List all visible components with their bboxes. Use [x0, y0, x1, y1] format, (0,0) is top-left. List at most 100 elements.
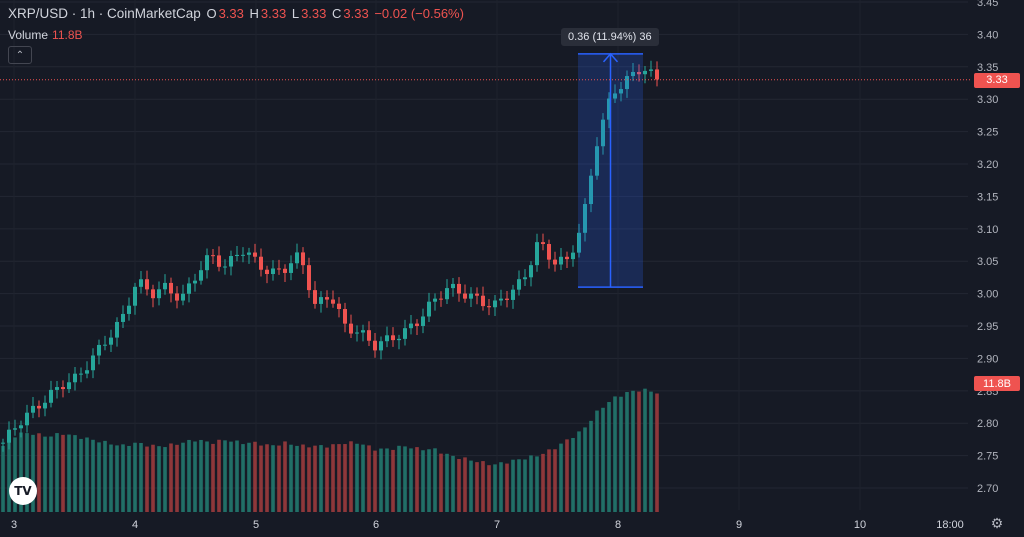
volume-bar: [631, 390, 635, 512]
candle-body: [355, 332, 359, 334]
volume-bar: [151, 444, 155, 512]
volume-bar: [187, 439, 191, 512]
volume-bar: [7, 439, 11, 512]
volume-bar: [475, 462, 479, 512]
volume-bar: [601, 407, 605, 512]
candle-body: [451, 283, 455, 289]
volume-label[interactable]: Volume: [8, 28, 49, 42]
candle-body: [79, 373, 83, 375]
volume-bar: [643, 388, 647, 512]
volume-bar: [115, 445, 119, 512]
candle-body: [649, 69, 653, 71]
candle-body: [151, 289, 155, 299]
volume-bar: [337, 444, 341, 512]
volume-bar: [397, 445, 401, 512]
volume-bar: [511, 459, 515, 512]
volume-bar: [31, 434, 35, 512]
volume-tag: 11.8B: [974, 376, 1020, 391]
volume-bar: [379, 448, 383, 512]
volume-bar: [547, 449, 551, 512]
volume-bar: [571, 437, 575, 512]
volume-bar: [19, 432, 23, 512]
volume-bar: [181, 442, 185, 512]
symbol-title[interactable]: XRP/USD · 1h · CoinMarketCap: [8, 6, 201, 21]
volume-bar: [607, 402, 611, 512]
candle-body: [157, 289, 161, 299]
y-tick-label: 2.80: [977, 418, 998, 430]
volume-bar: [493, 464, 497, 512]
volume-bar: [655, 393, 659, 512]
candle-body: [433, 298, 437, 302]
volume-bar: [91, 439, 95, 512]
volume-bar: [223, 440, 227, 512]
candle-body: [253, 252, 257, 257]
tradingview-logo-icon[interactable]: TV: [9, 477, 37, 505]
candle-body: [121, 313, 125, 322]
volume-bar: [103, 440, 107, 512]
symbol-legend: XRP/USD · 1h · CoinMarketCap O 3.33 H 3.33…: [8, 6, 466, 21]
candle-body: [409, 323, 413, 329]
gear-icon[interactable]: ⚙: [990, 514, 1004, 531]
candle-body: [655, 69, 659, 80]
candle-body: [127, 305, 131, 314]
candle-body: [469, 293, 473, 299]
candle-body: [217, 255, 221, 267]
volume-legend: Volume 11.8B: [8, 28, 83, 42]
volume-bar: [619, 396, 623, 512]
volume-bar: [319, 445, 323, 512]
volume-bar: [85, 437, 89, 512]
candle-body: [589, 175, 593, 205]
volume-bar: [343, 444, 347, 512]
volume-bar: [409, 448, 413, 512]
candle-body: [379, 341, 383, 351]
open-label: O: [206, 6, 217, 21]
high-label: H: [249, 6, 259, 21]
candle-body: [343, 309, 347, 324]
volume-bar: [649, 391, 653, 512]
candle-body: [259, 256, 263, 270]
volume-bar: [391, 449, 395, 512]
volume-value: 11.8B: [52, 28, 83, 42]
collapse-legend-button[interactable]: ⌃: [8, 46, 32, 64]
candle-body: [499, 298, 503, 301]
candle-body: [463, 293, 467, 299]
volume-bar: [271, 445, 275, 512]
volume-bar: [217, 439, 221, 512]
candle-body: [391, 335, 395, 341]
volume-bar: [295, 445, 299, 512]
candle-body: [103, 344, 107, 346]
x-tick-label: 8: [615, 519, 621, 531]
candle-body: [229, 256, 233, 267]
volume-bar: [517, 459, 521, 512]
volume-bar: [565, 439, 569, 512]
y-tick-label: 3.15: [977, 191, 998, 203]
volume-bar: [415, 447, 419, 512]
volume-bar: [25, 433, 29, 512]
candle-body: [19, 425, 23, 429]
candle-body: [1, 442, 5, 444]
measure-tooltip: 0.36 (11.94%) 36: [561, 28, 659, 46]
y-tick-label: 2.90: [977, 353, 998, 365]
volume-bar: [589, 420, 593, 512]
candle-body: [475, 293, 479, 296]
y-tick-label: 3.45: [977, 0, 998, 9]
volume-bar: [133, 442, 137, 512]
candle-body: [415, 323, 419, 326]
open-value: 3.33: [218, 6, 244, 21]
candle-body: [601, 119, 605, 147]
volume-bar: [385, 448, 389, 512]
candle-body: [247, 252, 251, 255]
volume-bar: [241, 444, 245, 512]
x-tick-label: 6: [373, 519, 379, 531]
x-tick-label: 5: [253, 519, 259, 531]
candle-body: [31, 405, 35, 413]
candle-body: [109, 337, 113, 345]
x-tick-label: 10: [854, 519, 866, 531]
y-tick-label: 3.05: [977, 256, 998, 268]
volume-bar: [163, 447, 167, 512]
volume-bar: [229, 441, 233, 512]
volume-bar: [553, 449, 557, 512]
measure-arrow-head: [602, 52, 619, 63]
candle-body: [397, 338, 401, 341]
